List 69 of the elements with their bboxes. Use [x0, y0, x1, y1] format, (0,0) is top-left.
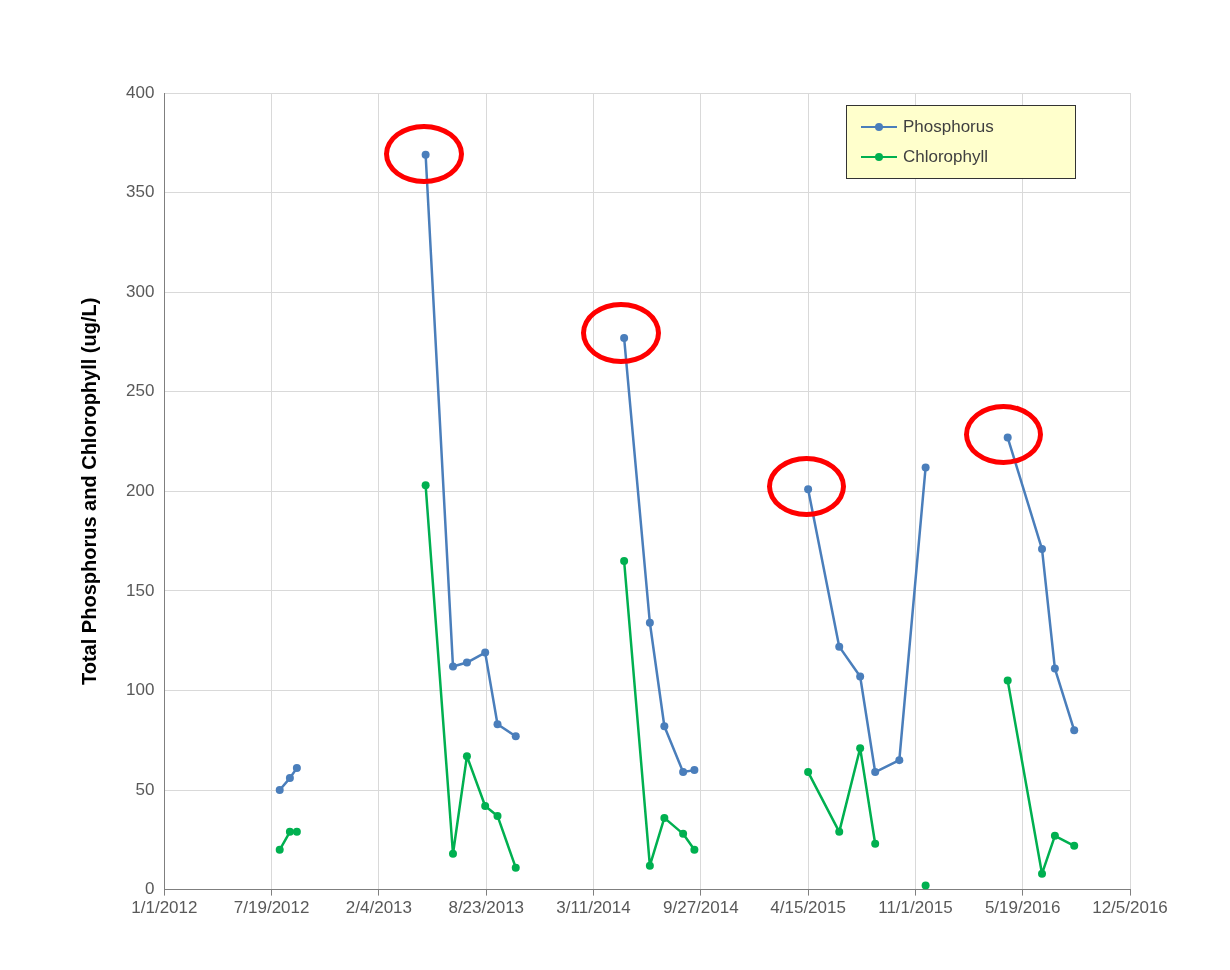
point [690, 845, 699, 854]
point [275, 845, 284, 854]
x-tick-label: 11/1/2015 [878, 898, 953, 918]
point [448, 849, 457, 858]
point [835, 642, 844, 651]
point [620, 557, 629, 565]
y-tick-label: 150 [125, 580, 155, 600]
y-tick-label: 0 [144, 879, 155, 899]
point [421, 150, 430, 159]
point [511, 863, 520, 872]
x-tick-label: 8/23/2013 [448, 898, 525, 918]
point [645, 618, 654, 627]
point [285, 827, 294, 836]
x-tick-label: 12/5/2016 [1092, 898, 1168, 918]
point [660, 813, 669, 822]
point [645, 861, 654, 870]
y-tick-label: 50 [135, 779, 155, 799]
x-tick-label: 9/27/2014 [663, 898, 739, 918]
point [511, 732, 520, 741]
point [1038, 545, 1047, 554]
point [462, 752, 471, 761]
point [679, 768, 688, 777]
point [481, 801, 490, 810]
legend-label: Chlorophyll [903, 147, 989, 167]
point [804, 768, 813, 777]
y-tick-label: 100 [125, 680, 155, 700]
point [871, 768, 880, 777]
x-tick-label: 3/11/2014 [556, 898, 631, 918]
point [679, 829, 688, 838]
y-tick-label: 200 [125, 480, 155, 500]
point [493, 720, 502, 729]
point [620, 333, 629, 342]
x-tick-label: 1/1/2012 [131, 898, 198, 918]
y-tick-label: 400 [125, 82, 155, 102]
point [690, 766, 699, 775]
point [660, 722, 669, 731]
point [804, 485, 813, 494]
point [1070, 726, 1079, 735]
point [856, 672, 865, 681]
point [921, 881, 930, 890]
point [921, 463, 930, 472]
x-tick-label: 4/15/2015 [770, 898, 846, 918]
point [285, 774, 294, 783]
point [275, 786, 284, 795]
point [448, 662, 457, 671]
point [481, 648, 490, 657]
point [1050, 664, 1059, 673]
point [835, 827, 844, 836]
point [1070, 841, 1079, 850]
y-tick-label: 250 [125, 381, 155, 401]
point [1003, 676, 1012, 685]
point [871, 839, 880, 848]
point [292, 764, 301, 773]
point [1003, 433, 1012, 442]
point [856, 744, 865, 753]
point [421, 481, 430, 490]
y-tick-label: 350 [125, 182, 155, 202]
legend-label: Phosphorus [903, 117, 994, 137]
point [292, 827, 301, 836]
point [895, 756, 904, 765]
point [1050, 831, 1059, 840]
point [462, 658, 471, 667]
x-tick-label: 7/19/2012 [233, 898, 310, 918]
point [493, 811, 502, 820]
point [1038, 869, 1047, 878]
y-tick-label: 300 [125, 281, 155, 301]
x-tick-label: 5/19/2016 [984, 898, 1061, 918]
x-tick-label: 2/4/2013 [345, 898, 413, 918]
y-axis-title: Total Phosphorus and Chlorophyll (ug/L) [77, 297, 100, 685]
